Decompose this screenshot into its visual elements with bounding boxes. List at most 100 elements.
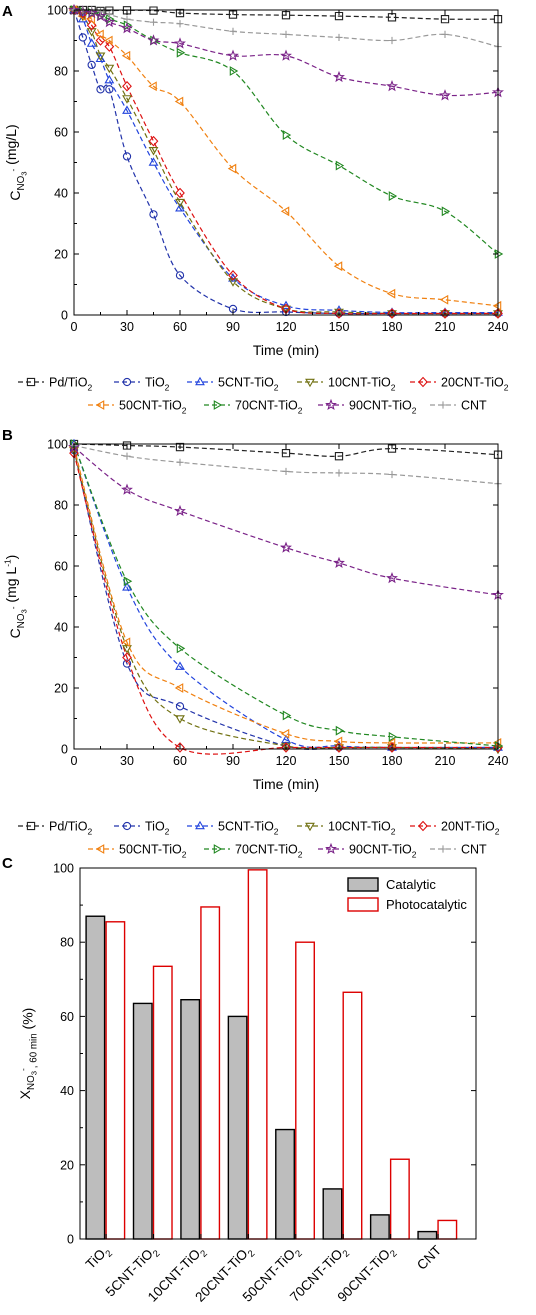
legend-marker	[195, 376, 205, 386]
data-point	[122, 582, 132, 591]
y-axis-label-unit: (mg L	[3, 567, 19, 607]
legend-label-text: 5CNT-TiO	[218, 820, 274, 834]
data-point	[175, 715, 185, 724]
data-point	[149, 210, 158, 219]
legend-label-sub: 2	[391, 826, 396, 836]
data-point	[122, 95, 132, 104]
x-tick-label: 90	[226, 320, 240, 334]
legend-marker	[122, 377, 132, 387]
data-point	[104, 74, 115, 84]
legend-label: CNT	[461, 399, 487, 413]
data-point	[174, 37, 186, 49]
x-tick-label: TiO2	[83, 1243, 115, 1275]
data-point	[228, 270, 238, 281]
panel-b-letter: B	[2, 427, 13, 444]
legend-label-text: 90CNT-TiO	[349, 843, 412, 857]
x-tick-label: 30	[120, 754, 134, 768]
bar	[85, 915, 106, 1240]
y-axis-label-subsub: 3	[29, 1071, 38, 1075]
legend-label-text: 70CNT-TiO	[235, 399, 298, 413]
data-point	[122, 645, 132, 654]
legend-label: 20CNT-TiO2	[441, 376, 509, 393]
x-axis-label: Time (min)	[253, 776, 319, 792]
series-line-3	[73, 449, 499, 750]
data-point	[106, 14, 115, 25]
data-point	[121, 637, 131, 648]
legend-swatch	[347, 877, 379, 892]
y-tick-label: 40	[54, 621, 68, 635]
data-point	[440, 15, 450, 24]
series-line-5	[73, 9, 499, 307]
bar	[295, 941, 315, 1240]
y-axis-label-sup: -	[8, 169, 18, 172]
x-tick-label-sub: 2	[151, 1248, 163, 1260]
data-point	[386, 571, 398, 584]
data-point	[228, 278, 238, 287]
legend-label: TiO2	[145, 820, 170, 837]
legend-label-text: 10CNT-TiO	[328, 376, 391, 390]
data-point	[282, 710, 292, 721]
legend-label-sub: 2	[412, 849, 417, 859]
data-point	[122, 152, 132, 161]
data-point	[387, 308, 397, 319]
data-point	[95, 52, 106, 61]
data-point	[281, 742, 291, 753]
data-point	[441, 30, 449, 38]
data-point	[95, 53, 106, 63]
x-axis-label: Time (min)	[253, 342, 319, 358]
panel-a: A 0 30 60 90 120 150 180 210 240 0 20 40 60 80 100 Time…	[2, 3, 509, 415]
legend-label-sub: 2	[165, 382, 170, 392]
legend-label-text: 10CNT-TiO	[328, 820, 391, 834]
legend-label: Pd/TiO2	[49, 376, 92, 393]
series-line-6	[73, 443, 499, 747]
data-point	[122, 6, 132, 15]
data-point	[103, 15, 116, 28]
data-point	[174, 504, 186, 517]
legend-marker	[325, 842, 337, 855]
data-point	[335, 725, 345, 736]
x-tick-label: 240	[488, 754, 509, 768]
x-tick-label-sub: 2	[388, 1248, 400, 1260]
legend-marker	[213, 844, 223, 854]
data-point	[282, 30, 290, 38]
panel-a-letter: A	[2, 3, 13, 20]
data-point	[148, 135, 159, 147]
x-tick-label-sub: 2	[293, 1248, 305, 1260]
data-point	[229, 27, 237, 35]
data-point	[174, 96, 184, 107]
data-point	[335, 160, 345, 171]
data-point	[148, 147, 159, 156]
data-point	[77, 13, 88, 23]
y-axis-label: CNO3- (mg L-1)	[2, 555, 28, 639]
data-point	[121, 22, 133, 34]
legend-label-text: CNT	[461, 843, 487, 857]
data-point	[386, 737, 396, 748]
y-tick-label: 40	[60, 1084, 74, 1098]
data-point	[105, 10, 113, 19]
legend-label: 90CNT-TiO2	[349, 843, 417, 860]
y-tick-label: 40	[54, 187, 68, 201]
y-axis-label-unit-end: )	[3, 555, 19, 560]
data-point	[386, 288, 396, 299]
bar	[227, 1015, 248, 1240]
x-tick-label: 150	[329, 320, 350, 334]
data-point	[176, 47, 186, 58]
legend-label-text: 50CNT-TiO	[119, 843, 182, 857]
y-tick-label: 100	[47, 4, 68, 18]
legend-marker	[95, 844, 105, 854]
data-point	[333, 70, 345, 83]
legend-label: 70CNT-TiO2	[235, 399, 303, 416]
y-axis-label-unit-sup: -1	[2, 559, 12, 567]
data-point	[227, 163, 237, 174]
data-point	[440, 308, 450, 319]
legend-swatch	[347, 897, 379, 912]
legend-label-text: 20CNT-TiO	[441, 376, 504, 390]
legend-label-text: CNT	[461, 399, 487, 413]
data-point	[104, 64, 115, 74]
y-axis-label: CNO3- (mg/L)	[3, 124, 29, 200]
data-point	[281, 11, 291, 20]
legend-label-sub: 2	[165, 826, 170, 836]
data-point	[94, 9, 107, 22]
legend-label-sub: 2	[495, 826, 500, 836]
data-point	[96, 7, 105, 16]
